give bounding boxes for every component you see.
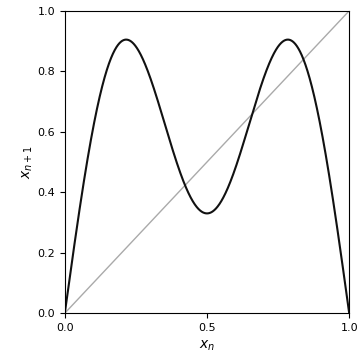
Y-axis label: $x_{n+1}$: $x_{n+1}$ <box>20 145 35 179</box>
X-axis label: $x_n$: $x_n$ <box>199 338 215 353</box>
